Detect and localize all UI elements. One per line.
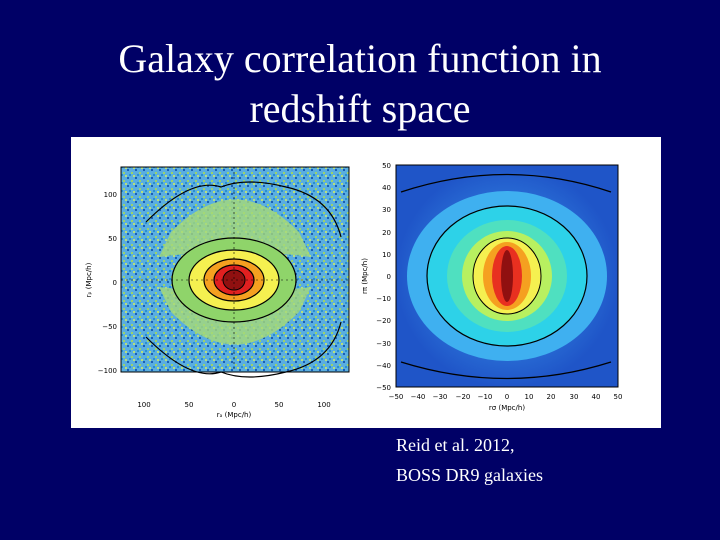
left-x-tick: 50	[185, 401, 194, 409]
right-y-tick: −30	[376, 340, 391, 348]
left-x-tick: 100	[317, 401, 330, 409]
right-y-tick: 40	[382, 184, 391, 192]
right-plot: −50 −40 −30 −20 −10 0 10 20 30 40 50 rσ …	[361, 162, 622, 412]
right-x-tick: −40	[411, 393, 426, 401]
right-x-tick: 20	[547, 393, 556, 401]
left-upper-lobe	[159, 199, 311, 257]
right-contour-7	[501, 250, 513, 302]
figure-svg: 100 50 0 50 100 rₐ (Mpc/h) 100 50 0 −50 …	[85, 162, 622, 419]
right-x-label: rσ (Mpc/h)	[489, 404, 525, 412]
right-x-tick: 50	[614, 393, 623, 401]
right-outer-contour-top	[400, 173, 612, 193]
left-y-tick: 0	[113, 279, 117, 287]
title-line-2: redshift space	[249, 86, 471, 131]
right-x-tick: 40	[592, 393, 601, 401]
slide-title: Galaxy correlation function in redshift …	[0, 34, 720, 134]
right-y-tick: 0	[387, 273, 391, 281]
left-y-label: rₚ (Mpc/h)	[85, 262, 93, 297]
left-x-label: rₐ (Mpc/h)	[217, 411, 252, 419]
right-y-tick: 20	[382, 229, 391, 237]
right-y-tick: −50	[376, 384, 391, 392]
right-outer-contour-bottom	[400, 361, 612, 380]
right-x-tick: −50	[389, 393, 404, 401]
left-outer-contour-bottom	[145, 321, 342, 378]
right-y-tick: 10	[382, 251, 391, 259]
right-x-tick: −10	[478, 393, 493, 401]
left-y-tick: 100	[104, 191, 117, 199]
left-outer-contour-top	[145, 181, 342, 238]
right-x-tick: 0	[505, 393, 509, 401]
left-y-tick: −100	[98, 367, 117, 375]
figure-caption: Reid et al. 2012, BOSS DR9 galaxies	[396, 430, 543, 490]
caption-line-2: BOSS DR9 galaxies	[396, 465, 544, 485]
left-x-tick: 100	[137, 401, 150, 409]
right-y-tick: −20	[376, 317, 391, 325]
right-y-tick: 30	[382, 206, 391, 214]
left-y-tick: 50	[108, 235, 117, 243]
left-x-tick: 50	[275, 401, 284, 409]
right-y-label: rπ (Mpc/h)	[361, 258, 369, 294]
right-x-tick: 30	[570, 393, 579, 401]
right-x-tick: −20	[456, 393, 471, 401]
right-x-tick: 10	[525, 393, 534, 401]
title-line-1: Galaxy correlation function in	[118, 36, 602, 81]
correlation-figure: 100 50 0 50 100 rₐ (Mpc/h) 100 50 0 −50 …	[71, 137, 661, 428]
right-y-tick: 50	[382, 162, 391, 170]
right-y-tick: −40	[376, 362, 391, 370]
left-y-tick: −50	[102, 323, 117, 331]
left-plot: 100 50 0 50 100 rₐ (Mpc/h) 100 50 0 −50 …	[85, 166, 350, 419]
right-y-tick: −10	[376, 295, 391, 303]
left-x-tick: 0	[232, 401, 236, 409]
caption-line-1: Reid et al. 2012,	[396, 435, 515, 455]
right-x-tick: −30	[433, 393, 448, 401]
